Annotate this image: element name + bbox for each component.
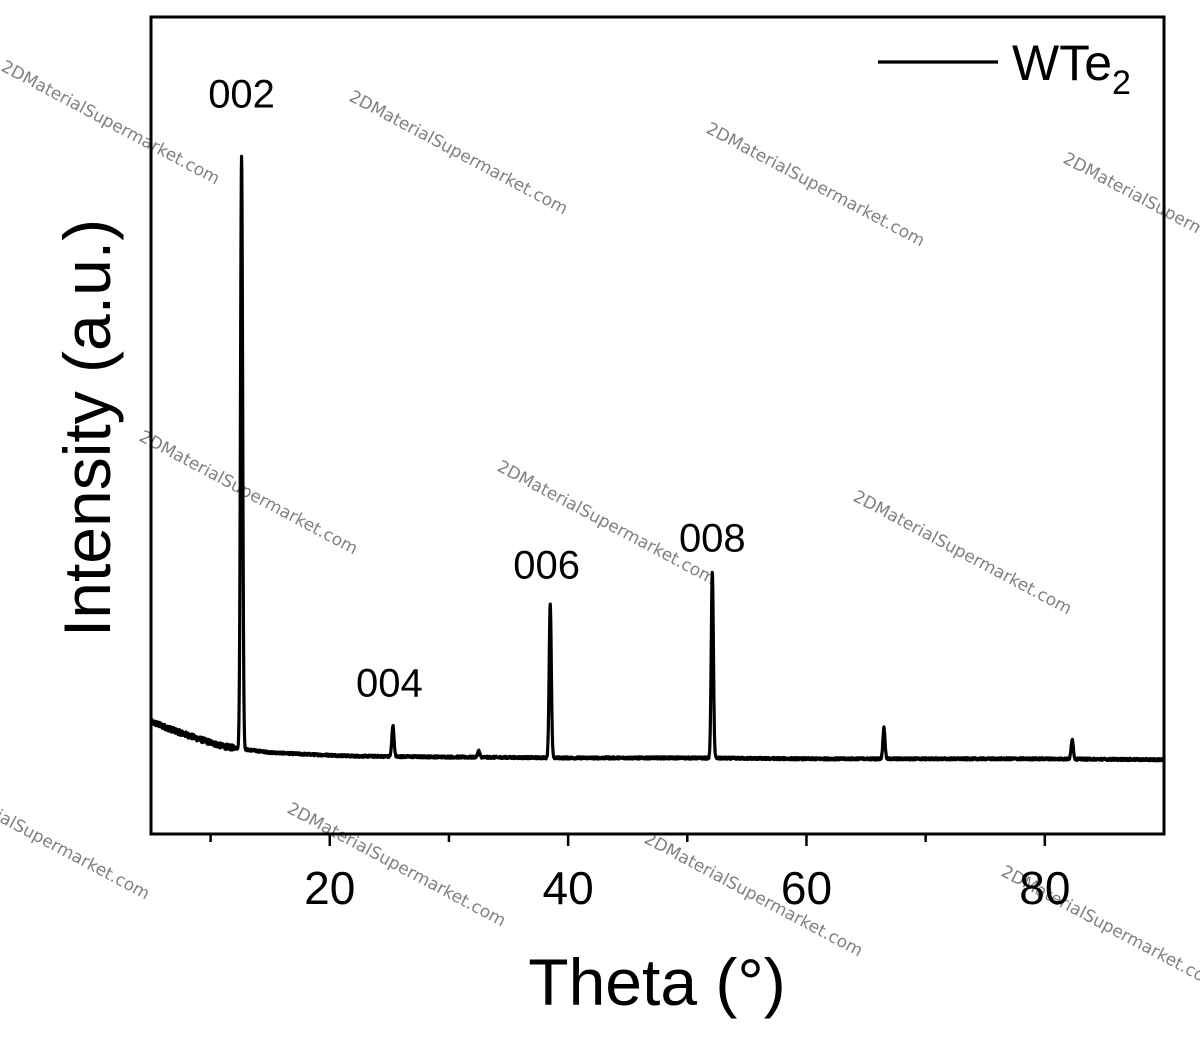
x-tick-label: 20 (304, 862, 355, 914)
x-axis-tick-labels: 20 40 60 80 (304, 862, 1070, 914)
x-axis-title: Theta (°) (528, 945, 785, 1019)
peak-label: 008 (679, 516, 746, 560)
peak-annotations: 002 004 006 008 (208, 73, 745, 706)
peak-label: 004 (356, 661, 423, 705)
x-tick-label: 60 (781, 862, 832, 914)
plot-frame (149, 15, 1166, 836)
x-tick-label: 80 (1019, 862, 1070, 914)
legend-label-subscript: 2 (1112, 64, 1131, 102)
peak-label: 002 (208, 73, 275, 117)
y-axis-title: Intensity (a.u.) (50, 219, 124, 637)
legend-label-main: WTe (1012, 35, 1112, 91)
peak-label: 006 (513, 544, 580, 588)
series-line-wte2 (149, 154, 1166, 763)
legend-label: WTe2 (1012, 35, 1131, 102)
x-axis-ticks (209, 834, 1047, 846)
legend: WTe2 (878, 35, 1131, 102)
x-tick-label: 40 (543, 862, 594, 914)
